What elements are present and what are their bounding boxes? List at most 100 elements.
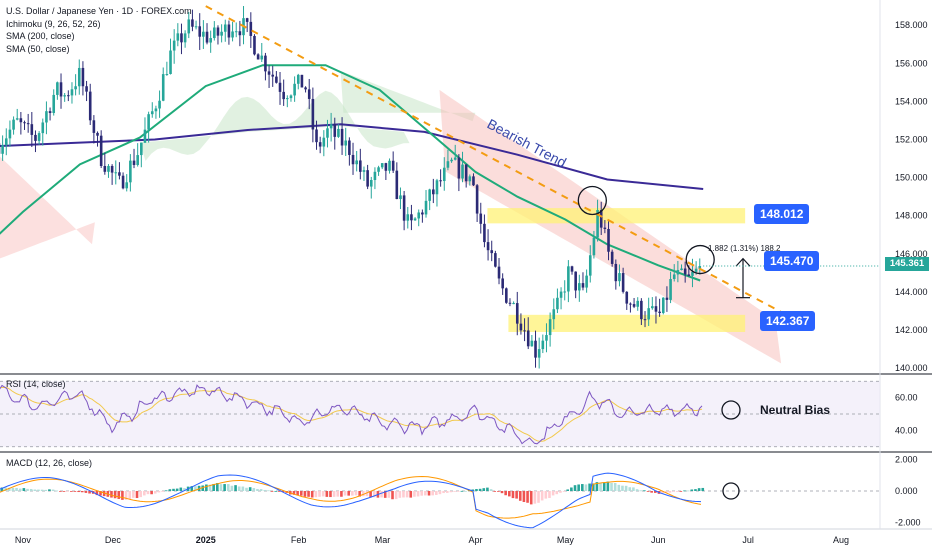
candle-body bbox=[348, 140, 351, 155]
candle-body bbox=[402, 195, 406, 221]
candle-body bbox=[140, 142, 143, 156]
current-level-tag: 145.470 bbox=[764, 251, 820, 271]
macd-histogram-bar bbox=[697, 488, 701, 491]
macd-histogram-bar bbox=[416, 491, 420, 497]
candle-body bbox=[442, 167, 446, 182]
candle-body bbox=[19, 118, 23, 123]
candle-body bbox=[698, 266, 702, 269]
price-axis-tick: 144.000 bbox=[895, 287, 928, 297]
highlight-circle bbox=[685, 244, 715, 275]
macd-highlight-circle bbox=[722, 482, 740, 500]
macd-histogram-bar bbox=[216, 483, 219, 491]
macd-histogram-bar bbox=[296, 491, 299, 496]
candle-body bbox=[118, 172, 121, 176]
macd-histogram-bar bbox=[237, 486, 241, 491]
macd-histogram-bar bbox=[179, 487, 183, 491]
candle-body bbox=[147, 114, 150, 130]
candle-body bbox=[384, 163, 388, 171]
candle-body bbox=[1, 145, 4, 154]
macd-histogram-bar bbox=[325, 491, 329, 497]
macd-histogram-bar bbox=[132, 491, 135, 498]
candle-body bbox=[399, 195, 402, 200]
macd-histogram-bar bbox=[51, 489, 55, 491]
candle-body bbox=[48, 111, 52, 113]
chart-title: U.S. Dollar / Japanese Yen · 1D · FOREX.… bbox=[6, 6, 192, 16]
candle-body bbox=[373, 171, 377, 181]
candle-body bbox=[413, 218, 417, 221]
macd-histogram-bar bbox=[362, 491, 365, 497]
macd-histogram-bar bbox=[438, 491, 442, 495]
candle-body bbox=[132, 160, 136, 165]
macd-histogram-bar bbox=[602, 482, 606, 491]
macd-histogram-bar bbox=[628, 487, 632, 491]
macd-histogram-bar bbox=[453, 491, 456, 492]
candle-body bbox=[625, 291, 629, 304]
macd-histogram-bar bbox=[639, 490, 643, 492]
candle-body bbox=[669, 279, 672, 300]
macd-histogram-bar bbox=[471, 489, 475, 491]
candle-body bbox=[103, 165, 107, 172]
resistance-level-tag: 148.012 bbox=[754, 204, 810, 224]
candle-body bbox=[70, 89, 74, 96]
candle-body bbox=[340, 128, 344, 146]
macd-histogram-bar bbox=[460, 490, 464, 492]
candle-body bbox=[154, 108, 158, 112]
macd-histogram-bar bbox=[369, 491, 372, 498]
macd-histogram-bar bbox=[635, 489, 639, 491]
macd-histogram-bar bbox=[475, 489, 478, 491]
macd-histogram-bar bbox=[679, 491, 683, 492]
candle-body bbox=[300, 74, 304, 88]
macd-histogram-bar bbox=[278, 491, 281, 492]
macd-histogram-bar bbox=[358, 491, 361, 497]
time-axis-tick: Apr bbox=[468, 535, 482, 545]
candle-body bbox=[213, 27, 216, 39]
ichimoku-cloud bbox=[0, 156, 95, 259]
macd-histogram-bar bbox=[252, 488, 256, 491]
candle-body bbox=[194, 26, 198, 28]
macd-histogram-bar bbox=[40, 489, 44, 491]
candle-body bbox=[264, 55, 267, 72]
macd-histogram-bar bbox=[208, 484, 212, 491]
candle-body bbox=[315, 129, 318, 143]
macd-histogram-bar bbox=[650, 491, 653, 493]
macd-histogram-bar bbox=[566, 489, 570, 491]
candle-body bbox=[526, 330, 530, 347]
macd-histogram-bar bbox=[544, 491, 548, 499]
macd-histogram-bar bbox=[256, 489, 259, 491]
candle-body bbox=[129, 160, 132, 183]
macd-histogram-bar bbox=[654, 491, 657, 493]
price-axis-tick: 148.000 bbox=[895, 211, 928, 221]
macd-histogram-bar bbox=[73, 491, 77, 492]
macd-histogram-bar bbox=[420, 491, 424, 496]
candle-body bbox=[311, 98, 315, 130]
support-level-tag: 142.367 bbox=[760, 311, 816, 331]
candle-body bbox=[56, 82, 59, 95]
macd-histogram-bar bbox=[661, 491, 664, 494]
candle-body bbox=[578, 283, 581, 291]
macd-histogram-bar bbox=[310, 491, 314, 498]
candle-body bbox=[172, 40, 176, 51]
macd-histogram-bar bbox=[172, 488, 175, 491]
macd-histogram-bar bbox=[336, 491, 340, 497]
macd-histogram-bar bbox=[424, 491, 427, 496]
macd-histogram-bar bbox=[489, 489, 493, 491]
price-axis-tick: 154.000 bbox=[895, 96, 928, 106]
candle-body bbox=[621, 273, 625, 292]
macd-histogram-bar bbox=[292, 491, 296, 495]
candle-body bbox=[143, 129, 147, 143]
candle-body bbox=[223, 24, 227, 32]
candle-body bbox=[665, 297, 669, 300]
ichimoku-cloud bbox=[439, 89, 782, 364]
candle-body bbox=[461, 164, 464, 179]
price-axis-tick: 142.000 bbox=[895, 325, 928, 335]
macd-histogram-bar bbox=[164, 490, 168, 492]
candle-body bbox=[515, 303, 519, 324]
macd-histogram-bar bbox=[354, 491, 358, 496]
macd-histogram-bar bbox=[281, 491, 285, 493]
candle-body bbox=[136, 155, 139, 165]
candle-body bbox=[508, 302, 512, 304]
candle-body bbox=[234, 31, 238, 33]
candle-body bbox=[99, 135, 103, 166]
candle-body bbox=[417, 212, 421, 219]
time-axis-tick: Feb bbox=[291, 535, 307, 545]
